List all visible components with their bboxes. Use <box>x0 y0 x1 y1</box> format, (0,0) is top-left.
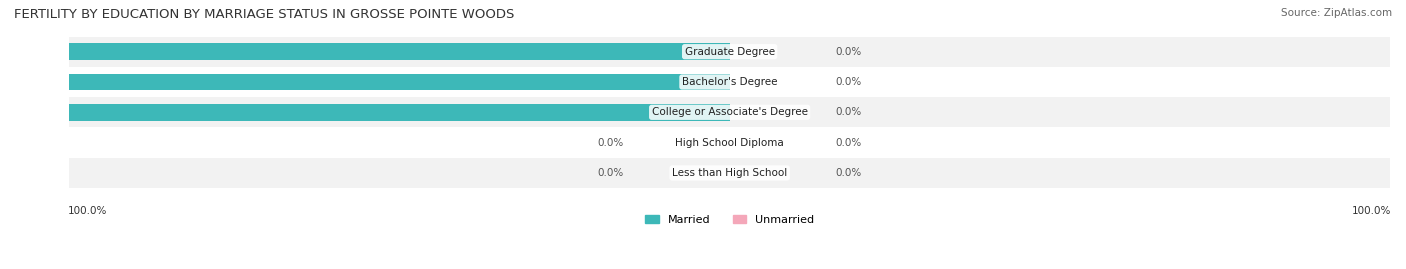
Bar <box>69 67 1391 97</box>
Text: Less than High School: Less than High School <box>672 168 787 178</box>
Text: 100.0%: 100.0% <box>1351 206 1391 216</box>
Text: 0.0%: 0.0% <box>835 107 862 117</box>
Text: Bachelor's Degree: Bachelor's Degree <box>682 77 778 87</box>
Text: 100.0%: 100.0% <box>13 77 56 87</box>
Text: 0.0%: 0.0% <box>835 168 862 178</box>
Text: 0.0%: 0.0% <box>835 77 862 87</box>
Text: High School Diploma: High School Diploma <box>675 138 785 148</box>
Bar <box>69 128 1391 158</box>
Text: 0.0%: 0.0% <box>835 47 862 57</box>
Legend: Married, Unmarried: Married, Unmarried <box>645 215 814 225</box>
Bar <box>69 37 1391 67</box>
Text: 0.0%: 0.0% <box>835 138 862 148</box>
Text: 100.0%: 100.0% <box>13 107 56 117</box>
Text: 0.0%: 0.0% <box>598 138 624 148</box>
Text: College or Associate's Degree: College or Associate's Degree <box>651 107 807 117</box>
Text: 100.0%: 100.0% <box>13 47 56 57</box>
Bar <box>69 104 730 121</box>
Text: FERTILITY BY EDUCATION BY MARRIAGE STATUS IN GROSSE POINTE WOODS: FERTILITY BY EDUCATION BY MARRIAGE STATU… <box>14 8 515 21</box>
Bar <box>69 43 730 60</box>
Bar <box>69 158 1391 188</box>
Bar <box>69 97 1391 128</box>
Text: Graduate Degree: Graduate Degree <box>685 47 775 57</box>
Text: Source: ZipAtlas.com: Source: ZipAtlas.com <box>1281 8 1392 18</box>
Text: 100.0%: 100.0% <box>67 206 107 216</box>
Bar <box>69 74 730 90</box>
Text: 0.0%: 0.0% <box>598 168 624 178</box>
